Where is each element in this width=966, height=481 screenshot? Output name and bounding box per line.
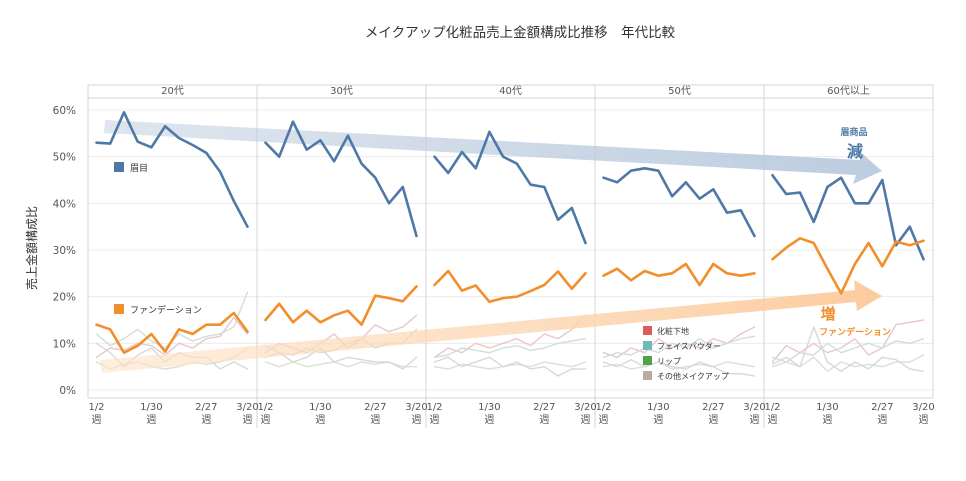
legend-swatch-リップ bbox=[643, 356, 652, 365]
y-axis-label: 売上金額構成比 bbox=[24, 206, 39, 290]
x-tick-unit: 週 bbox=[822, 414, 832, 426]
x-tick-unit: 週 bbox=[412, 414, 422, 426]
y-tick-label: 20% bbox=[53, 292, 76, 304]
series-line-50代-ファンデーション bbox=[602, 262, 756, 287]
eyebrow-legend-swatch bbox=[114, 162, 124, 172]
major-series-lines bbox=[95, 111, 925, 355]
legend-label-フェイスパウダー: フェイスパウダー bbox=[657, 341, 721, 351]
x-tick-unit: 週 bbox=[877, 414, 887, 426]
panel-header-60代以上: 60代以上 bbox=[827, 85, 870, 97]
x-tick-unit: 週 bbox=[653, 414, 663, 426]
y-tick-label: 0% bbox=[59, 385, 76, 397]
series-line-60代以上-ファンデーション bbox=[771, 237, 925, 295]
increase-trend-arrow bbox=[100, 280, 882, 373]
x-tick-unit: 週 bbox=[599, 414, 609, 426]
series-line-40代-ファンデーション bbox=[433, 269, 587, 304]
series-line-60代以上-フェイスパウダー bbox=[771, 338, 925, 363]
decrease-word: 減 bbox=[847, 142, 863, 161]
series-line-20代-ファンデーション bbox=[95, 311, 249, 355]
x-tick-label: 1/2 bbox=[257, 402, 273, 413]
x-tick-label: 2/27 bbox=[195, 402, 217, 413]
foundation-label: ファンデーション bbox=[130, 304, 202, 316]
x-tick-unit: 週 bbox=[768, 414, 778, 426]
x-axis: 1/2週1/30週2/27週3/20週1/2週1/30週2/27週3/20週1/… bbox=[88, 402, 934, 426]
x-tick-label: 1/2 bbox=[764, 402, 780, 413]
x-tick-unit: 週 bbox=[92, 414, 102, 426]
series-line-30代-その他メイクアップ bbox=[264, 347, 418, 370]
chart-frame bbox=[87, 84, 934, 428]
foundation-legend-swatch bbox=[114, 304, 124, 314]
x-tick-unit: 週 bbox=[261, 414, 271, 426]
legend-label-その他メイクアップ: その他メイクアップ bbox=[657, 371, 729, 381]
y-tick-label: 30% bbox=[53, 245, 76, 257]
x-tick-label: 3/20 bbox=[236, 402, 258, 413]
y-tick-label: 60% bbox=[53, 105, 76, 117]
series-line-30代-眉目 bbox=[264, 120, 418, 238]
panel-header-30代: 30代 bbox=[330, 85, 353, 97]
series-line-30代-ファンデーション bbox=[264, 285, 418, 327]
x-tick-unit: 週 bbox=[243, 414, 253, 426]
x-tick-label: 3/20 bbox=[912, 402, 934, 413]
x-tick-label: 2/27 bbox=[871, 402, 893, 413]
series-line-40代-眉目 bbox=[433, 130, 587, 245]
plot-border bbox=[87, 84, 934, 399]
series-line-40代-フェイスパウダー bbox=[433, 338, 587, 358]
x-tick-label: 1/2 bbox=[88, 402, 104, 413]
decrease-category-label: 眉商品 bbox=[840, 126, 867, 138]
series-line-50代-フェイスパウダー bbox=[602, 335, 756, 358]
x-tick-label: 1/30 bbox=[309, 402, 331, 413]
chart-title: メイクアップ化粧品売上金額構成比推移 年代比較 bbox=[365, 25, 676, 41]
x-tick-label: 1/30 bbox=[816, 402, 838, 413]
y-tick-label: 50% bbox=[53, 152, 76, 164]
x-tick-unit: 週 bbox=[581, 414, 591, 426]
x-tick-unit: 週 bbox=[201, 414, 211, 426]
x-tick-label: 1/2 bbox=[426, 402, 442, 413]
panel-header-20代: 20代 bbox=[161, 85, 184, 97]
increase-category-label: ファンデーション bbox=[819, 326, 891, 338]
series-line-60代以上-化粧下地 bbox=[771, 319, 925, 363]
x-tick-label: 3/20 bbox=[743, 402, 765, 413]
panel-header-50代: 50代 bbox=[668, 85, 691, 97]
x-tick-label: 1/2 bbox=[595, 402, 611, 413]
x-tick-unit: 週 bbox=[484, 414, 494, 426]
x-tick-label: 1/30 bbox=[478, 402, 500, 413]
x-tick-unit: 週 bbox=[430, 414, 440, 426]
panel-headers: 20代 30代 40代 50代 60代以上 bbox=[161, 85, 870, 97]
x-tick-unit: 週 bbox=[750, 414, 760, 426]
x-tick-label: 2/27 bbox=[702, 402, 724, 413]
x-tick-unit: 週 bbox=[315, 414, 325, 426]
x-tick-label: 2/27 bbox=[364, 402, 386, 413]
increase-word: 増 bbox=[820, 305, 835, 323]
y-tick-label: 10% bbox=[53, 338, 76, 350]
x-tick-unit: 週 bbox=[539, 414, 549, 426]
series-line-40代-その他メイクアップ bbox=[433, 356, 587, 377]
x-tick-label: 2/27 bbox=[533, 402, 555, 413]
series-line-50代-その他メイクアップ bbox=[602, 359, 756, 377]
legend-swatch-フェイスパウダー bbox=[643, 341, 652, 350]
series-line-20代-眉目 bbox=[95, 111, 249, 228]
eyebrow-label: 眉目 bbox=[130, 163, 148, 174]
x-tick-unit: 週 bbox=[146, 414, 156, 426]
series-line-60代以上-眉目 bbox=[771, 174, 925, 261]
series-line-50代-眉目 bbox=[602, 167, 756, 238]
series-line-60代以上-その他メイクアップ bbox=[771, 326, 925, 372]
legend-swatch-その他メイクアップ bbox=[643, 371, 652, 380]
series-line-40代-化粧下地 bbox=[433, 314, 587, 358]
x-tick-label: 1/30 bbox=[647, 402, 669, 413]
legend-swatch-化粧下地 bbox=[643, 326, 652, 335]
y-tick-label: 40% bbox=[53, 198, 76, 210]
decrease-trend-arrow bbox=[104, 120, 882, 184]
x-tick-unit: 週 bbox=[919, 414, 929, 426]
legend-label-リップ: リップ bbox=[657, 357, 681, 366]
legend-label-化粧下地: 化粧下地 bbox=[657, 326, 689, 336]
x-tick-label: 3/20 bbox=[574, 402, 596, 413]
panel-header-40代: 40代 bbox=[499, 85, 522, 97]
y-axis: 0% 10% 20% 30% 40% 50% 60% bbox=[53, 105, 933, 397]
x-tick-unit: 週 bbox=[708, 414, 718, 426]
x-tick-label: 3/20 bbox=[405, 402, 427, 413]
x-tick-label: 1/30 bbox=[140, 402, 162, 413]
x-tick-unit: 週 bbox=[370, 414, 380, 426]
